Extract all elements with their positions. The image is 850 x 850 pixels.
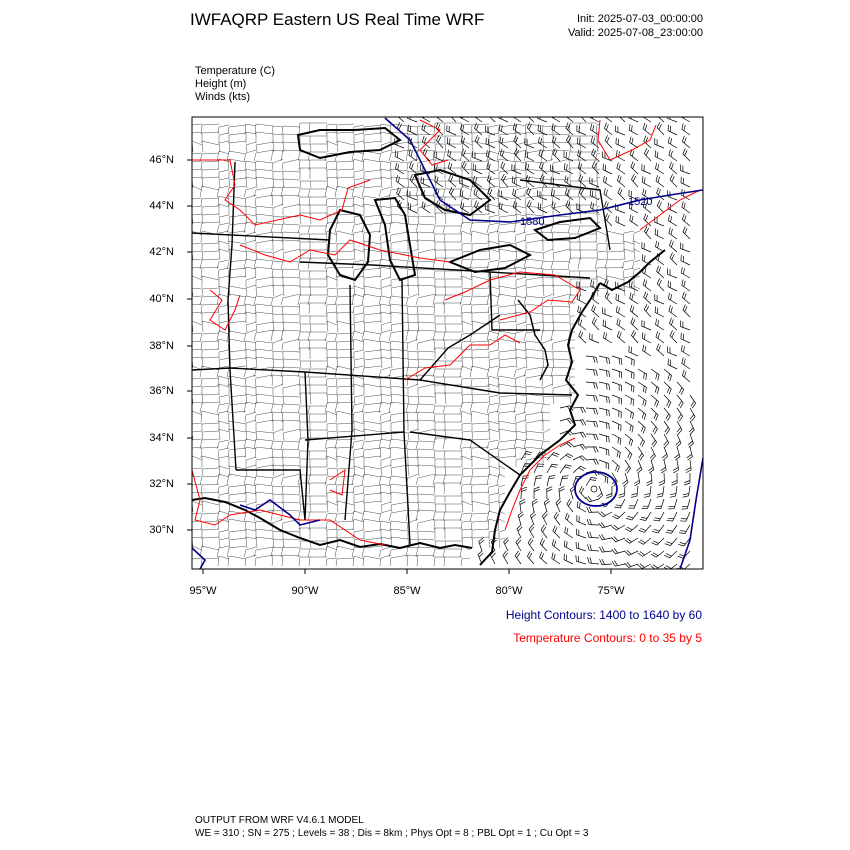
lon-label-85: 85°W [393,585,421,597]
lat-label-46: 46°N [149,154,174,166]
lat-label-32: 32°N [149,478,174,490]
low-pressure-center [590,485,598,493]
lon-label-80: 80°W [495,585,523,597]
lon-label-95: 95°W [189,585,217,597]
init-time: Init: 2025-07-03_00:00:00 [577,13,703,25]
lat-label-34: 34°N [149,432,174,444]
height-label-1580: 1580 [520,216,544,228]
field-height-label: Height (m) [195,78,247,90]
map-frame [191,116,704,570]
wind-barbs [394,117,697,569]
lat-label-38: 38°N [149,340,174,352]
height-contours [192,117,703,569]
model-footer-title: OUTPUT FROM WRF V4.6.1 MODEL [195,815,364,826]
lon-label-75: 75°W [597,585,625,597]
lat-label-36: 36°N [149,385,174,397]
field-winds-label: Winds (kts) [195,91,250,103]
lat-label-30: 30°N [149,524,174,536]
valid-time: Valid: 2025-07-08_23:00:00 [568,27,703,39]
temperature-contour-legend: Temperature Contours: 0 to 35 by 5 [513,631,702,645]
field-temperature-label: Temperature (C) [195,65,276,77]
coastline [192,126,666,566]
lon-label-90: 90°W [291,585,319,597]
model-footer-settings: WE = 310 ; SN = 275 ; Levels = 38 ; Dis … [195,828,589,839]
lat-label-44: 44°N [149,200,174,212]
plot-title: IWFAQRP Eastern US Real Time WRF [190,10,485,29]
height-label-1520: 1520 [628,196,652,208]
county-boundaries [192,122,641,567]
height-contour-legend: Height Contours: 1400 to 1640 by 60 [505,608,702,622]
temperature-contours [192,119,701,546]
state-boundaries [192,161,611,546]
lat-label-40: 40°N [149,293,174,305]
lat-label-42: 42°N [149,246,174,258]
